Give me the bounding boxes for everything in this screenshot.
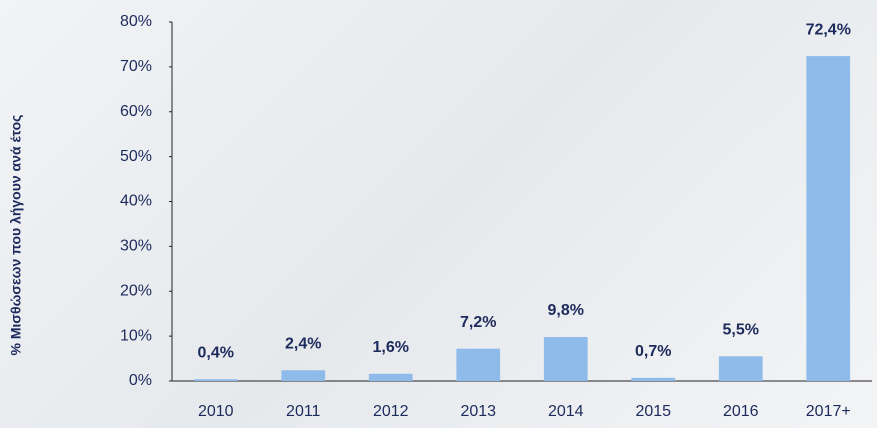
y-tick-label: 50% — [120, 148, 152, 165]
x-tick-label: 2013 — [460, 403, 496, 420]
bar — [456, 348, 501, 381]
bar — [281, 370, 326, 381]
y-tick-label: 20% — [120, 282, 152, 299]
bar — [543, 337, 588, 381]
x-tick-label: 2016 — [723, 403, 759, 420]
value-label: 5,5% — [723, 322, 759, 339]
x-tick-label: 2017+ — [806, 403, 851, 420]
y-tick-label: 40% — [120, 193, 152, 210]
value-label: 1,6% — [373, 339, 409, 356]
value-label: 72,4% — [806, 21, 851, 38]
bar — [193, 379, 238, 381]
x-tick-label: 2014 — [548, 403, 584, 420]
bar — [631, 377, 676, 381]
value-label: 9,8% — [548, 302, 584, 319]
y-tick-label: 70% — [120, 58, 152, 75]
bar — [718, 356, 763, 381]
value-label: 7,2% — [460, 314, 496, 331]
y-tick-label: 0% — [129, 372, 152, 389]
y-tick-label: 30% — [120, 238, 152, 255]
y-axis-label: % Μισθώσεων που λήγουν ανά έτος — [8, 115, 24, 356]
bar — [368, 373, 413, 381]
value-label: 0,7% — [635, 343, 671, 360]
x-tick-label: 2011 — [286, 403, 321, 420]
y-tick-label: 80% — [120, 13, 152, 30]
x-tick-label: 2012 — [373, 403, 409, 420]
value-label: 2,4% — [285, 335, 321, 352]
x-tick-label: 2015 — [635, 403, 671, 420]
y-tick-label: 60% — [120, 103, 152, 120]
bar — [806, 56, 851, 381]
value-label: 0,4% — [198, 344, 234, 361]
y-tick-label: 10% — [120, 327, 152, 344]
x-tick-label: 2010 — [198, 403, 234, 420]
